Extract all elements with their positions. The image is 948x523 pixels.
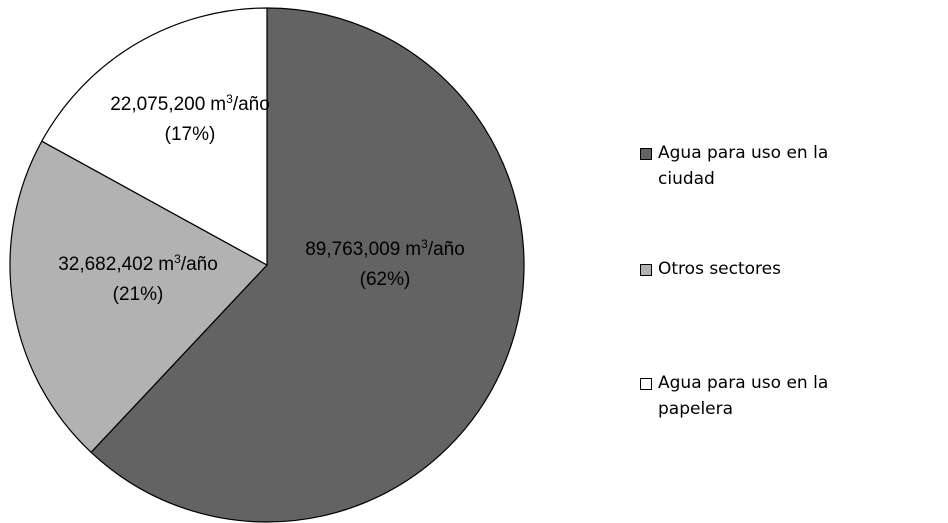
legend-label: Agua para uso en la papelera <box>658 373 829 419</box>
slice-label: 89,763,009 m3/año <box>305 237 465 260</box>
unit-sup: 3 <box>226 92 233 106</box>
legend-item: Agua para uso en la ciudad <box>640 140 890 192</box>
unit: m <box>405 239 421 260</box>
legend-item: Agua para uso en la papelera <box>640 370 890 422</box>
chart: 89,763,009 m3/año(62%)32,682,402 m3/año(21… <box>9 7 525 523</box>
unit-sup: 3 <box>174 252 181 266</box>
slice-label: 22,075,200 m3/año <box>110 92 270 115</box>
legend-swatch <box>640 148 652 160</box>
unit: /año <box>428 239 465 260</box>
legend-swatch <box>640 378 652 390</box>
pie-slice <box>90 7 525 523</box>
legend-swatch <box>640 264 652 276</box>
legend: Agua para uso en la ciudad Otros sectores… <box>640 0 940 523</box>
value-label: 22,075,200 <box>110 94 205 115</box>
unit: /año <box>181 254 218 275</box>
legend-label: Otros sectores <box>658 259 781 279</box>
percent-label: (17%) <box>165 124 216 145</box>
unit: m <box>158 254 174 275</box>
legend-item: Otros sectores <box>640 256 890 282</box>
unit-sup: 3 <box>421 237 428 251</box>
unit: m <box>210 94 226 115</box>
pie-slice <box>9 140 268 454</box>
value-label: 32,682,402 <box>58 254 153 275</box>
slice-label: 32,682,402 m3/año <box>58 252 218 275</box>
pie-slice <box>40 7 268 267</box>
unit: /año <box>233 94 270 115</box>
legend-label: Agua para uso en la ciudad <box>658 143 829 189</box>
value-label: 89,763,009 <box>305 239 400 260</box>
percent-label: (62%) <box>360 269 411 290</box>
percent-label: (21%) <box>113 284 164 305</box>
